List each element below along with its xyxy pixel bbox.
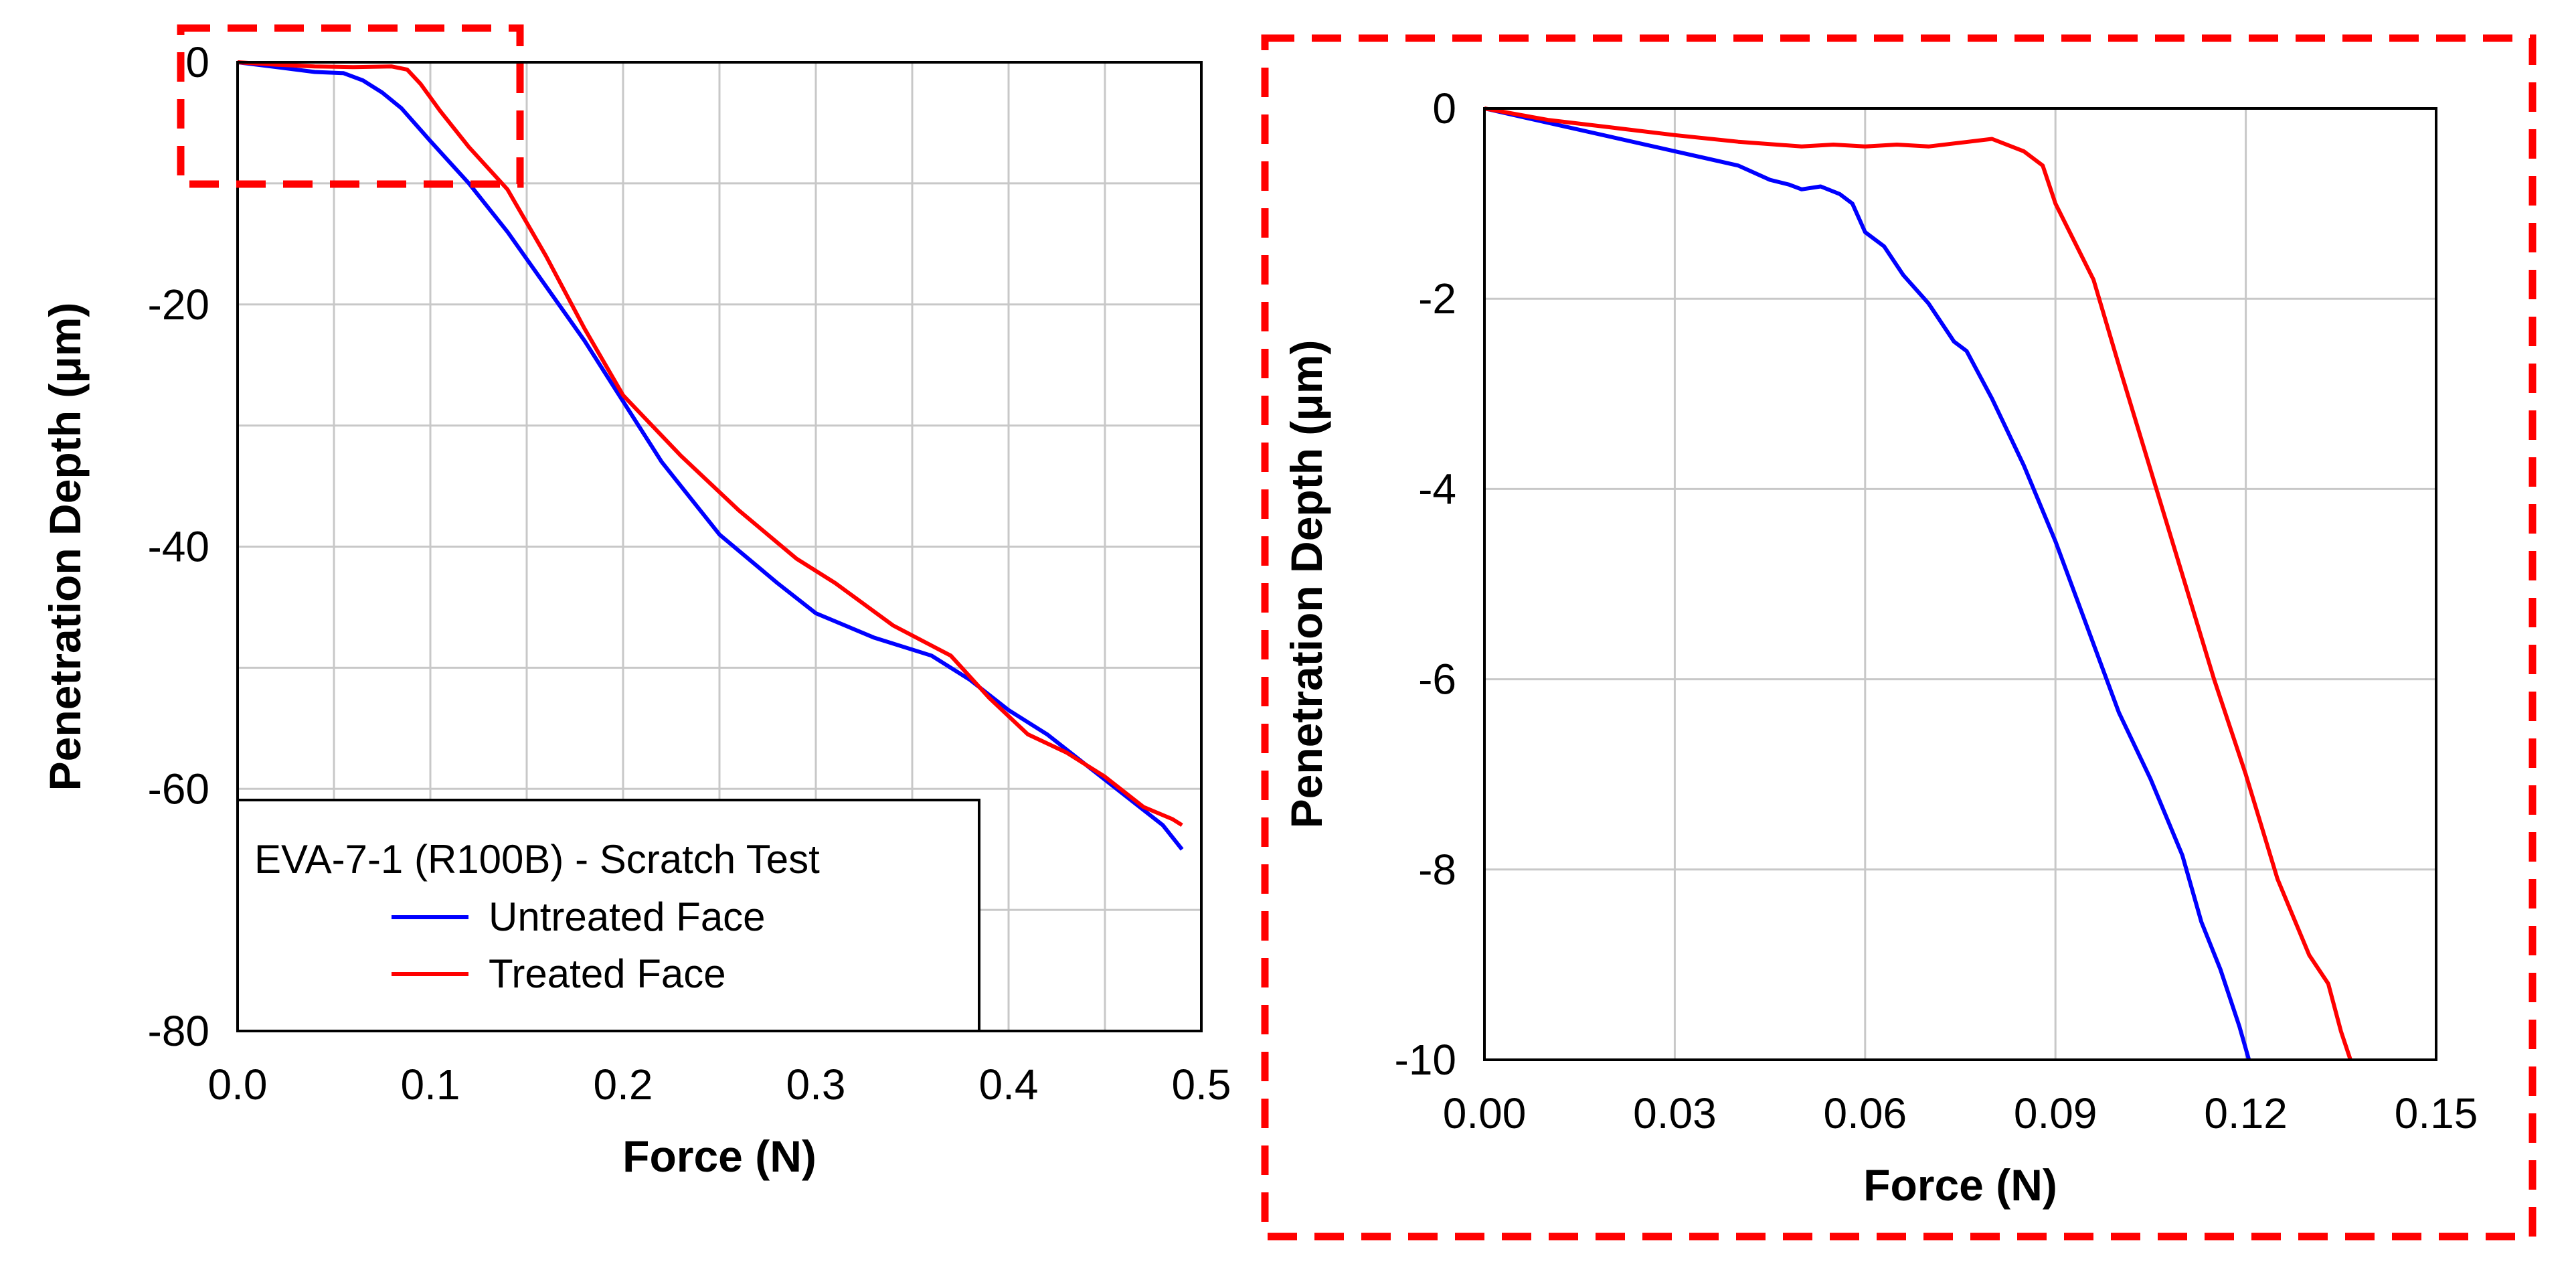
- zoom-panel-frame: [1261, 34, 2537, 1241]
- plot-frame: [1483, 107, 2437, 1061]
- y-tick-label: -40: [148, 523, 210, 571]
- y-tick-label: -6: [1418, 655, 1456, 704]
- y-tick-label: -8: [1418, 846, 1456, 894]
- y-tick-label: -80: [148, 1007, 210, 1055]
- series-line-treated: [237, 60, 1183, 827]
- y-tick-label: 0: [185, 38, 209, 86]
- x-tick-label: 0.1: [401, 1060, 460, 1109]
- x-tick-label: 0.2: [594, 1060, 653, 1109]
- chart-left-legend-label-untreated: Untreated Face: [489, 894, 766, 939]
- series-line-treated: [1484, 106, 2352, 1060]
- chart-left: 0.0 0.1 0.2 0.3 0.4 0.5 0 -20 -40 -60 -80 Force (N)…: [40, 24, 1231, 1181]
- chart-left-legend-title: EVA-7-1 (R100B) - Scratch Test: [254, 837, 820, 882]
- x-tick-label: 0.5: [1172, 1060, 1231, 1109]
- legend-box: [236, 799, 980, 1032]
- x-tick-label: 0.15: [2395, 1089, 2478, 1137]
- x-tick-label: 0.09: [2014, 1089, 2097, 1137]
- y-tick-label: -60: [148, 765, 210, 813]
- x-tick-label: 0.12: [2204, 1089, 2288, 1137]
- x-axis-title: Force (N): [622, 1131, 817, 1181]
- y-tick-label: -4: [1418, 465, 1456, 513]
- y-axis-title: Penetration Depth (μm): [40, 303, 90, 791]
- y-tick-label: -2: [1418, 274, 1456, 323]
- x-tick-label: 0.4: [979, 1060, 1039, 1109]
- y-tick-label: 0: [1432, 84, 1456, 133]
- zoom-region-box: [177, 24, 524, 188]
- x-axis-title: Force (N): [1863, 1160, 2057, 1210]
- y-tick-label: -20: [148, 281, 210, 329]
- chart-right: 0.00 0.03 0.06 0.09 0.12 0.15 0 -2 -4 -6 -8 -10 Forc…: [1261, 34, 2537, 1241]
- series-line-untreated: [1484, 106, 2251, 1060]
- y-axis-title: Penetration Depth (μm): [1282, 340, 1331, 829]
- x-tick-label: 0.00: [1443, 1089, 1527, 1137]
- y-tick-label: -10: [1395, 1036, 1457, 1084]
- chart-left-legend-label-treated: Treated Face: [489, 951, 726, 996]
- x-tick-label: 0.03: [1633, 1089, 1717, 1137]
- x-tick-label: 0.0: [208, 1060, 268, 1109]
- x-tick-label: 0.3: [786, 1060, 846, 1109]
- x-tick-label: 0.06: [1824, 1089, 1907, 1137]
- series-line-untreated: [237, 60, 1184, 851]
